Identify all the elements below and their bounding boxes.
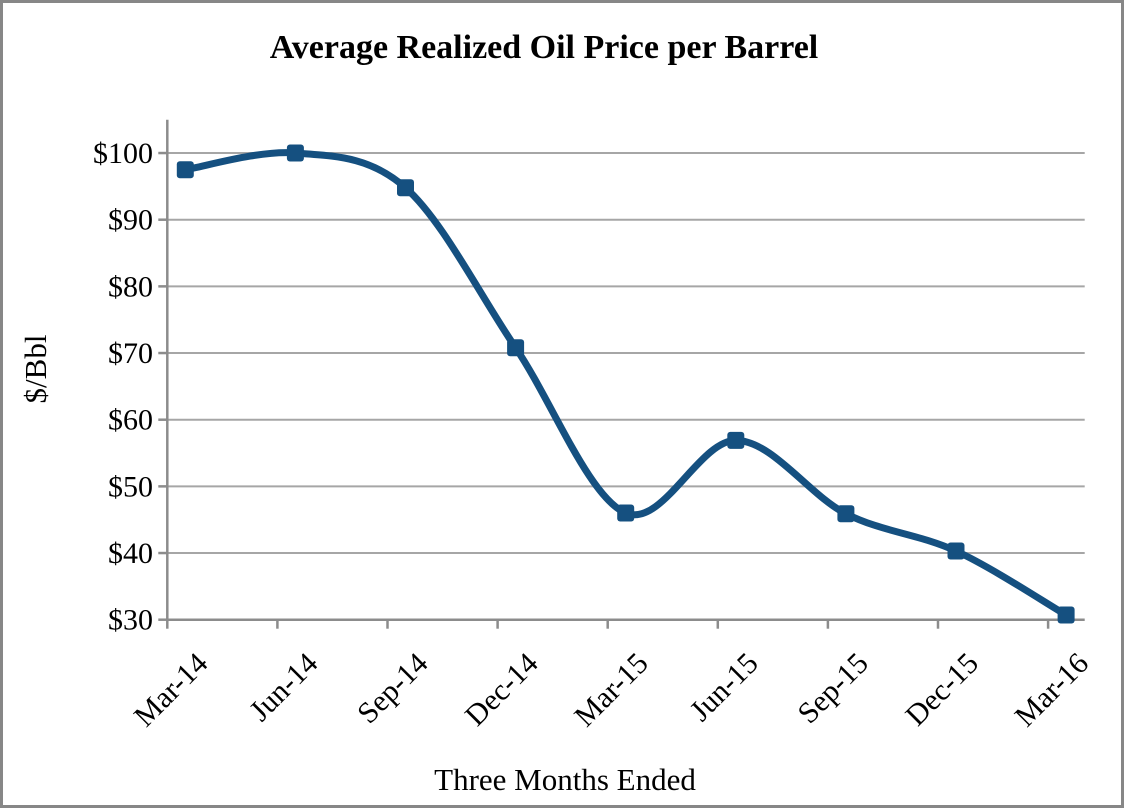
x-tick-label-mar-16: Mar-16: [1009, 647, 1096, 734]
data-point-marker-mar-15: [617, 504, 635, 522]
data-point-marker-jun-14: [286, 144, 304, 162]
x-tick-label-dec-15: Dec-15: [899, 647, 985, 733]
y-tick-label: $80: [108, 270, 153, 303]
x-tick-label-jun-14: Jun-14: [243, 647, 324, 728]
x-tick-label-dec-14: Dec-14: [459, 647, 545, 733]
y-tick-label: $30: [108, 604, 153, 637]
x-tick-label-mar-14: Mar-14: [128, 647, 215, 734]
data-point-marker-mar-14: [176, 161, 194, 179]
data-point-marker-sep-14: [397, 179, 414, 197]
data-point-marker-dec-14: [507, 339, 525, 357]
data-point-marker-sep-15: [837, 505, 855, 523]
y-tick-label: $60: [108, 404, 153, 437]
x-tick-label-jun-15: Jun-15: [684, 647, 765, 728]
y-tick-label: $40: [108, 537, 153, 570]
y-axis-title: $/Bbl: [18, 334, 53, 404]
data-point-marker-jun-15: [727, 431, 745, 449]
x-tick-label-sep-14: Sep-14: [351, 647, 434, 730]
plot-area: $30 $40 $50 $60 $70 $80 $90 $100 Mar-14 Jun-14 Sep…: [93, 119, 1096, 734]
price-line: [181, 149, 1070, 619]
data-point-marker-dec-15: [947, 542, 965, 560]
x-tick-label-sep-15: Sep-15: [791, 647, 874, 730]
y-tick-label: $90: [108, 204, 153, 237]
y-tick-label: $50: [108, 470, 153, 503]
x-axis-title: Three Months Ended: [434, 762, 696, 797]
y-tick-label: $100: [93, 137, 153, 170]
x-tick-label-mar-15: Mar-15: [568, 647, 655, 734]
chart-title: Average Realized Oil Price per Barrel: [269, 29, 819, 66]
data-point-marker-mar-16: [1057, 606, 1075, 624]
y-tick-label: $70: [108, 337, 153, 370]
